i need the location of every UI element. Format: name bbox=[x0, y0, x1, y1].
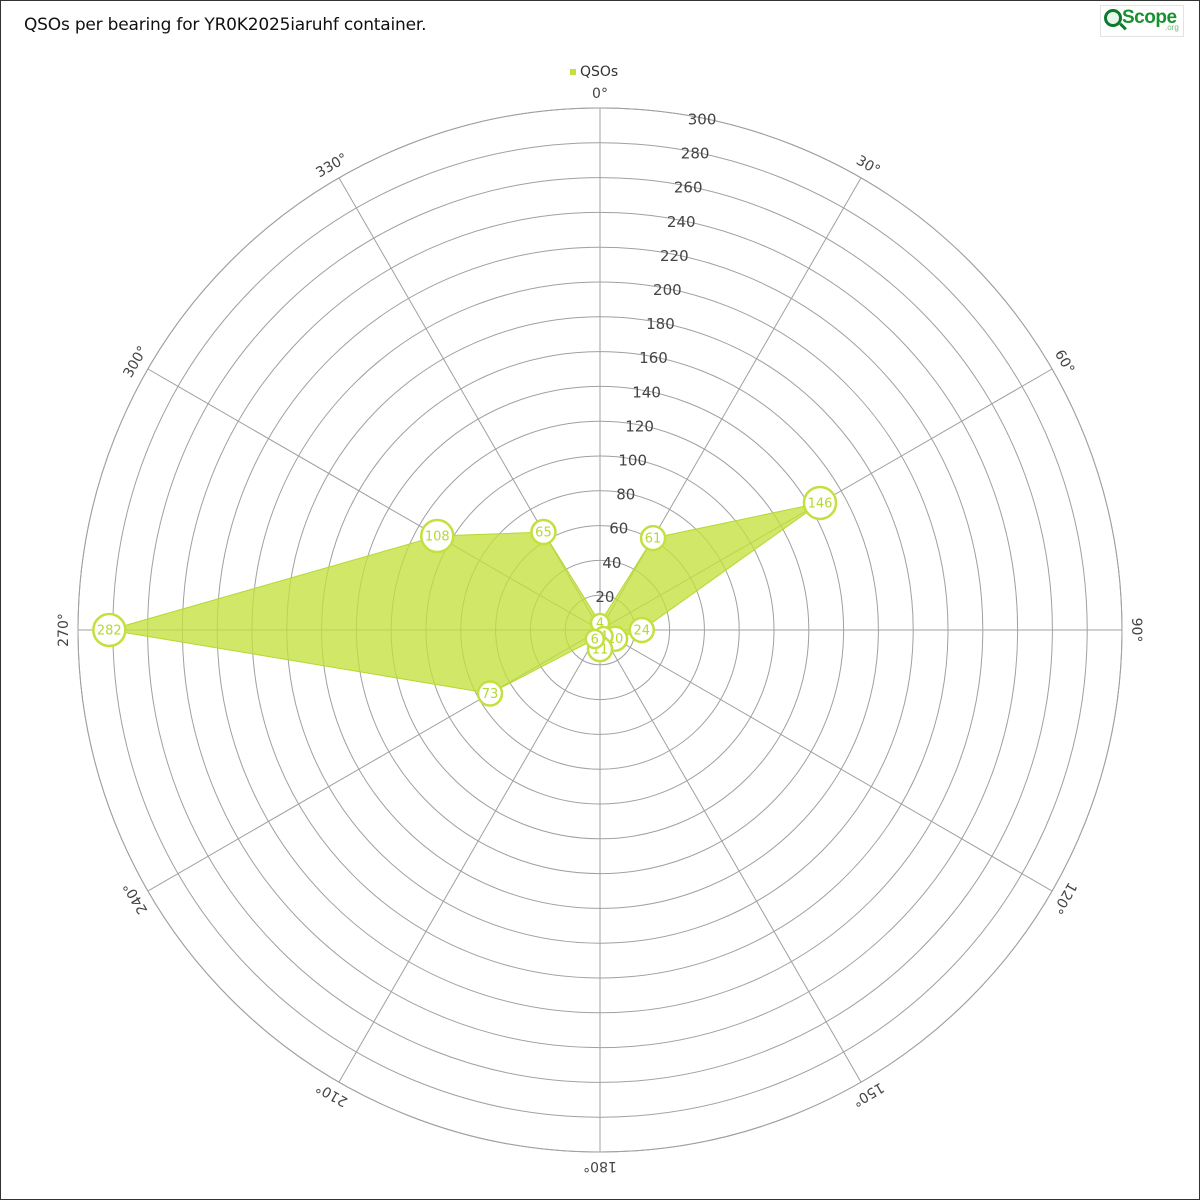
grid-spoke-120 bbox=[599, 629, 1053, 892]
radial-tick-label: 40 bbox=[602, 554, 621, 572]
data-label-300: 108 bbox=[425, 530, 450, 545]
data-point-30[interactable] bbox=[639, 524, 667, 552]
grid-spoke-210 bbox=[338, 629, 601, 1083]
logo-text: Scope bbox=[1122, 7, 1177, 28]
radial-tick-label: 100 bbox=[618, 451, 647, 469]
radial-tick-label: 80 bbox=[616, 486, 635, 504]
angle-tick-label: 210° bbox=[313, 1079, 350, 1110]
angle-tick-label: 270° bbox=[56, 613, 72, 647]
radial-tick-label: 120 bbox=[625, 417, 654, 435]
chart-title: QSOs per bearing for YR0K2025iaruhf cont… bbox=[24, 15, 427, 35]
data-point-330[interactable] bbox=[530, 518, 557, 546]
radial-tick-label: 260 bbox=[674, 179, 703, 197]
data-label-60: 146 bbox=[808, 496, 833, 511]
data-point-300[interactable] bbox=[420, 518, 455, 554]
data-point-60[interactable] bbox=[802, 485, 838, 521]
legend-swatch bbox=[570, 69, 576, 75]
qscope-logo[interactable]: Scope .org bbox=[1100, 5, 1184, 37]
angle-tick-label: 120° bbox=[1049, 879, 1080, 916]
angle-tick-label: 300° bbox=[120, 343, 151, 380]
angle-tick-label: 180° bbox=[583, 1158, 617, 1174]
legend: QSOs bbox=[570, 64, 618, 80]
series-layer: 461146241041167328210865 bbox=[92, 485, 838, 707]
radial-tick-label: 160 bbox=[639, 349, 668, 367]
data-point-240[interactable] bbox=[476, 680, 504, 707]
angle-tick-label: 60° bbox=[1051, 347, 1077, 377]
legend-label-qsos: QSOs bbox=[580, 64, 618, 80]
angle-tick-label: 30° bbox=[853, 153, 883, 179]
data-point-90[interactable] bbox=[628, 616, 656, 644]
data-label-210: 6 bbox=[591, 633, 599, 648]
radial-tick-label: 300 bbox=[688, 110, 717, 128]
angle-tick-label: 150° bbox=[849, 1079, 886, 1110]
grid-spoke-150 bbox=[599, 629, 862, 1083]
radial-tick-label: 60 bbox=[609, 520, 628, 538]
angle-tick-label: 330° bbox=[313, 150, 350, 181]
data-label-30: 61 bbox=[645, 532, 662, 547]
radial-tick-label: 140 bbox=[632, 383, 661, 401]
radial-tick-label: 20 bbox=[595, 588, 614, 606]
data-label-240: 73 bbox=[482, 687, 499, 702]
radial-tick-label: 180 bbox=[646, 315, 675, 333]
data-label-0: 4 bbox=[596, 617, 604, 632]
magnifier-logo-icon bbox=[1104, 9, 1122, 27]
radial-tick-label: 240 bbox=[667, 213, 696, 231]
angle-tick-label: 240° bbox=[120, 879, 151, 916]
data-label-330: 65 bbox=[535, 526, 552, 541]
angle-tick-label: 0° bbox=[592, 86, 608, 102]
data-point-270[interactable] bbox=[92, 612, 127, 648]
radial-tick-label: 280 bbox=[681, 145, 710, 163]
radial-tick-label: 220 bbox=[660, 247, 689, 265]
data-label-270: 282 bbox=[97, 624, 122, 639]
radial-tick-label: 200 bbox=[653, 281, 682, 299]
grid-ring-outer bbox=[77, 107, 1123, 1153]
data-label-90: 24 bbox=[633, 624, 650, 639]
logo-subtext: .org bbox=[1165, 23, 1179, 32]
data-point-210[interactable] bbox=[584, 628, 606, 650]
angle-tick-label: 90° bbox=[1128, 618, 1144, 643]
series-area-qsos bbox=[109, 502, 821, 695]
